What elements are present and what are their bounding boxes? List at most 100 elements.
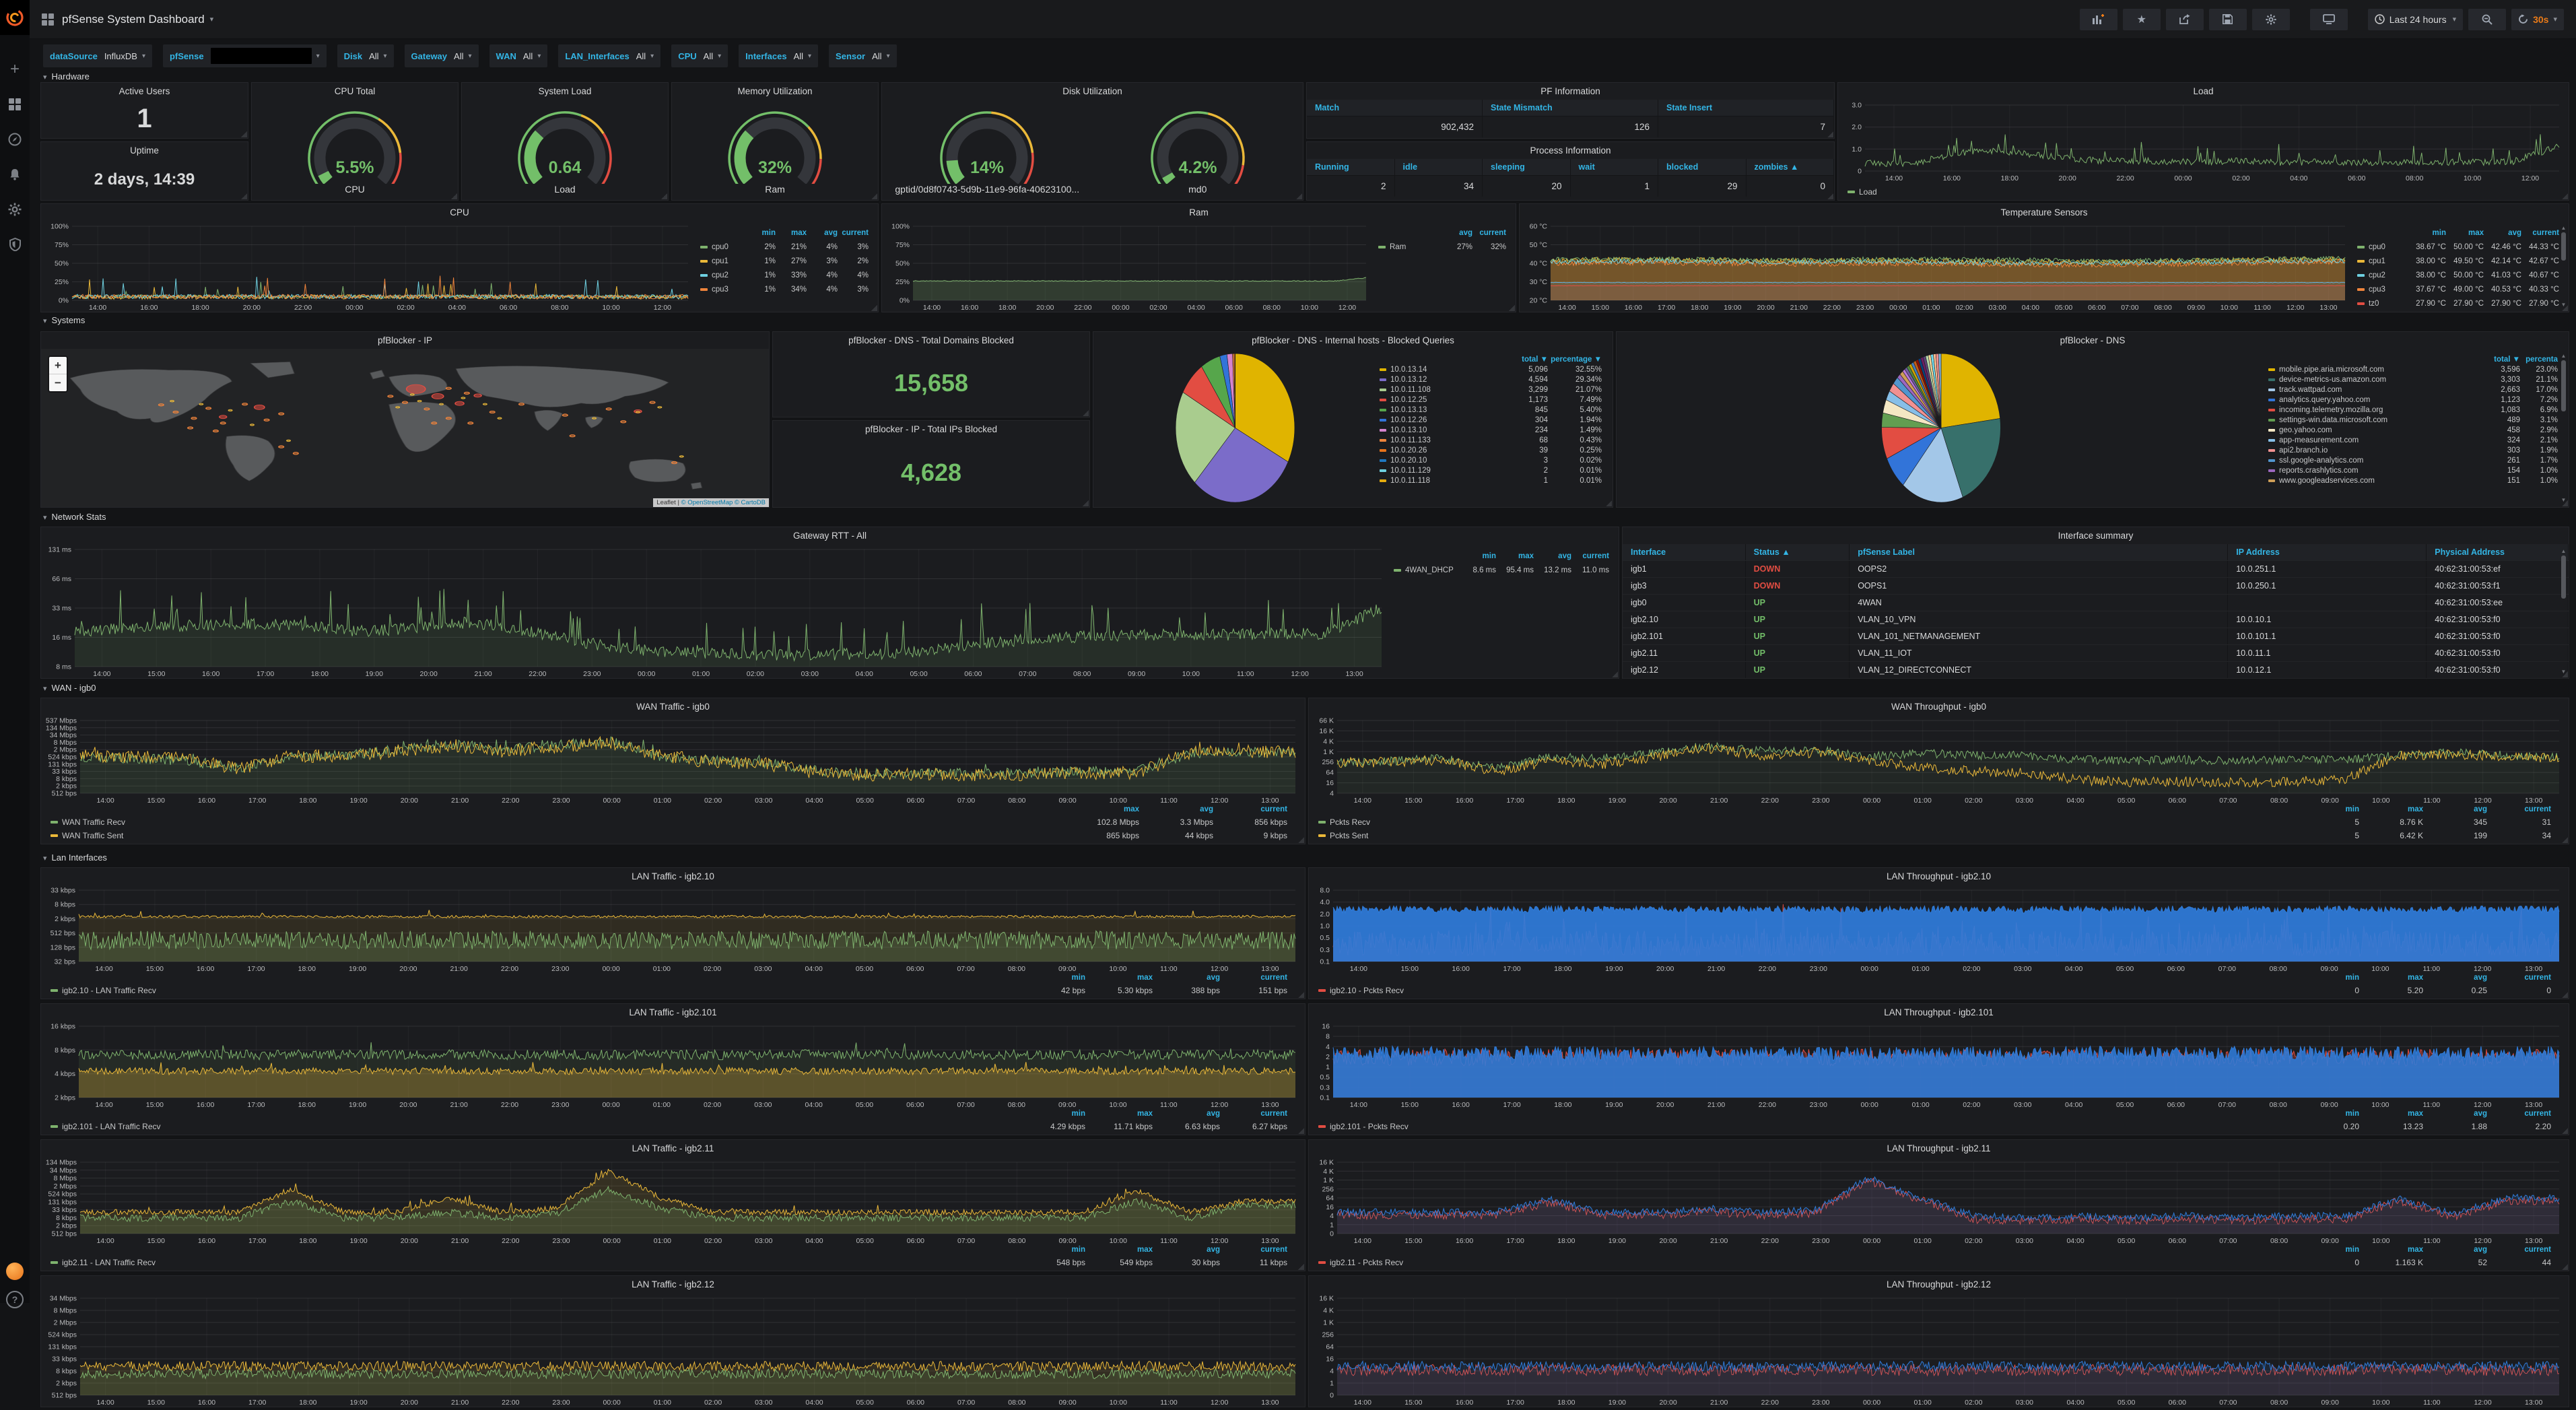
cartodb-link[interactable]: © CartoDB bbox=[735, 499, 766, 506]
save-dashboard-button[interactable] bbox=[2209, 9, 2247, 30]
table-column-header[interactable]: Physical Address bbox=[2427, 544, 2569, 560]
legend-column[interactable]: max bbox=[1065, 805, 1139, 813]
map-marker[interactable] bbox=[407, 384, 426, 393]
legend-column[interactable]: percenta bbox=[2520, 356, 2558, 364]
map-marker[interactable] bbox=[658, 407, 661, 409]
variable-pfsense[interactable]: pfSense▾ bbox=[163, 44, 327, 67]
zoom-in-button[interactable]: + bbox=[49, 357, 67, 374]
legend-series-label[interactable]: track.wattpad.com bbox=[2268, 386, 2480, 394]
map-marker[interactable] bbox=[213, 430, 219, 432]
legend-series-label[interactable]: Load bbox=[1848, 187, 2551, 197]
osm-link[interactable]: © OpenStreetMap bbox=[681, 499, 733, 506]
legend-column[interactable]: avg bbox=[807, 229, 838, 237]
legend-column[interactable]: max bbox=[1496, 552, 1534, 560]
panel-title[interactable]: LAN Traffic - igb2.10 bbox=[41, 868, 1305, 885]
server-admin-shield-icon[interactable] bbox=[7, 237, 22, 252]
panel-title[interactable]: CPU Total bbox=[252, 83, 458, 100]
legend-column[interactable]: current bbox=[838, 229, 869, 237]
legend-series-label[interactable]: igb2.11 - Pckts Recv bbox=[1318, 1258, 2295, 1267]
table-column-header[interactable]: IP Address bbox=[2228, 544, 2427, 560]
legend-column[interactable]: percentage ▼ bbox=[1548, 356, 1602, 364]
legend-column[interactable]: max bbox=[1085, 974, 1153, 982]
legend-series-label[interactable]: 10.0.20.10 bbox=[1380, 457, 1506, 465]
legend-column[interactable]: total ▼ bbox=[1506, 356, 1548, 364]
map-marker[interactable] bbox=[519, 403, 524, 405]
legend-series-label[interactable]: Pckts Sent bbox=[1318, 831, 2295, 840]
panel-title[interactable]: LAN Throughput - igb2.12 bbox=[1309, 1276, 2569, 1293]
legend-series-label[interactable]: cpu0 bbox=[700, 243, 745, 251]
legend-series-label[interactable]: igb2.10 - LAN Traffic Recv bbox=[50, 986, 1018, 995]
cycle-view-mode-button[interactable] bbox=[2310, 9, 2348, 30]
map-marker[interactable] bbox=[264, 419, 269, 422]
scrollbar[interactable]: ▲▼ bbox=[2559, 353, 2568, 503]
table-column-header[interactable]: Running bbox=[1307, 159, 1395, 175]
table-column-header[interactable]: pfSense Label bbox=[1850, 544, 2228, 560]
panel-title[interactable]: Disk Utilization bbox=[882, 83, 1303, 100]
row-header-lan-interfaces[interactable]: ▾Lan Interfaces bbox=[43, 852, 107, 863]
map-marker[interactable] bbox=[199, 403, 203, 405]
map-marker[interactable] bbox=[636, 411, 640, 413]
panel-title[interactable]: pfBlocker - IP - Total IPs Blocked bbox=[773, 421, 1089, 438]
legend-series-label[interactable]: device-metrics-us.amazon.com bbox=[2268, 376, 2480, 384]
legend-column[interactable]: avg bbox=[1153, 1110, 1220, 1118]
map-marker[interactable] bbox=[455, 401, 464, 405]
legend-column[interactable]: avg bbox=[2423, 974, 2487, 982]
panel-title[interactable]: Uptime bbox=[41, 142, 248, 159]
map-marker[interactable] bbox=[294, 452, 299, 455]
panel-title[interactable]: pfBlocker - DNS - Total Domains Blocked bbox=[773, 332, 1089, 349]
legend-series-label[interactable]: app-measurement.com bbox=[2268, 436, 2480, 444]
share-dashboard-button[interactable] bbox=[2166, 9, 2204, 30]
variable-value[interactable]: All▾ bbox=[523, 51, 541, 61]
legend-series-label[interactable]: reports.crashlytics.com bbox=[2268, 467, 2480, 475]
map-marker[interactable] bbox=[446, 387, 452, 390]
legend-series-label[interactable]: 10.0.11.129 bbox=[1380, 467, 1506, 475]
legend-column[interactable]: total ▼ bbox=[2480, 356, 2520, 364]
legend-column[interactable]: max bbox=[2359, 1246, 2423, 1254]
legend-series-label[interactable]: 10.0.13.12 bbox=[1380, 376, 1506, 384]
panel-title[interactable]: WAN Throughput - igb0 bbox=[1309, 698, 2569, 715]
variable-value[interactable]: All▾ bbox=[794, 51, 811, 61]
zoom-out-time-button[interactable] bbox=[2468, 9, 2506, 30]
legend-series-label[interactable]: 10.0.12.25 bbox=[1380, 396, 1506, 404]
panel-title[interactable]: WAN Traffic - igb0 bbox=[41, 698, 1305, 715]
legend-column[interactable]: min bbox=[1018, 974, 1085, 982]
table-column-header[interactable]: Status ▲ bbox=[1746, 544, 1850, 560]
legend-column[interactable]: avg bbox=[1153, 974, 1220, 982]
map-marker[interactable] bbox=[173, 411, 178, 413]
legend-series-label[interactable]: settings-win.data.microsoft.com bbox=[2268, 416, 2480, 424]
map-marker[interactable] bbox=[206, 407, 211, 410]
legend-column[interactable]: max bbox=[2359, 805, 2423, 813]
panel-title[interactable]: Ram bbox=[882, 204, 1516, 221]
map-marker[interactable] bbox=[489, 411, 495, 413]
pie-chart-area[interactable] bbox=[1093, 349, 1377, 507]
legend-series-label[interactable]: 10.0.12.26 bbox=[1380, 416, 1506, 424]
legend-series-label[interactable]: mobile.pipe.aria.microsoft.com bbox=[2268, 366, 2480, 374]
legend-series-label[interactable]: 10.0.13.13 bbox=[1380, 406, 1506, 414]
table-column-header[interactable]: Interface bbox=[1623, 544, 1746, 560]
legend-series-label[interactable]: geo.yahoo.com bbox=[2268, 426, 2480, 434]
legend-column[interactable]: current bbox=[1213, 805, 1287, 813]
scroll-up-icon[interactable]: ▲ bbox=[2561, 353, 2567, 359]
legend-series-label[interactable]: 10.0.20.26 bbox=[1380, 446, 1506, 455]
explore-compass-icon[interactable] bbox=[7, 132, 22, 147]
help-icon[interactable]: ? bbox=[6, 1291, 24, 1308]
legend-series-label[interactable]: incoming.telemetry.mozilla.org bbox=[2268, 406, 2480, 414]
legend-column[interactable]: min bbox=[2295, 1246, 2359, 1254]
legend-series-label[interactable]: igb2.101 - Pckts Recv bbox=[1318, 1122, 2295, 1131]
panel-title[interactable]: CPU bbox=[41, 204, 878, 221]
panel-title[interactable]: Active Users bbox=[41, 83, 248, 100]
scrollbar[interactable]: ▲▼ bbox=[2559, 548, 2568, 675]
legend-column[interactable]: min bbox=[1018, 1246, 1085, 1254]
table-column-header[interactable]: zombies ▲ bbox=[1747, 159, 1835, 175]
map-marker[interactable] bbox=[287, 440, 290, 442]
legend-series-label[interactable]: 4WAN_DHCP bbox=[1394, 566, 1458, 574]
